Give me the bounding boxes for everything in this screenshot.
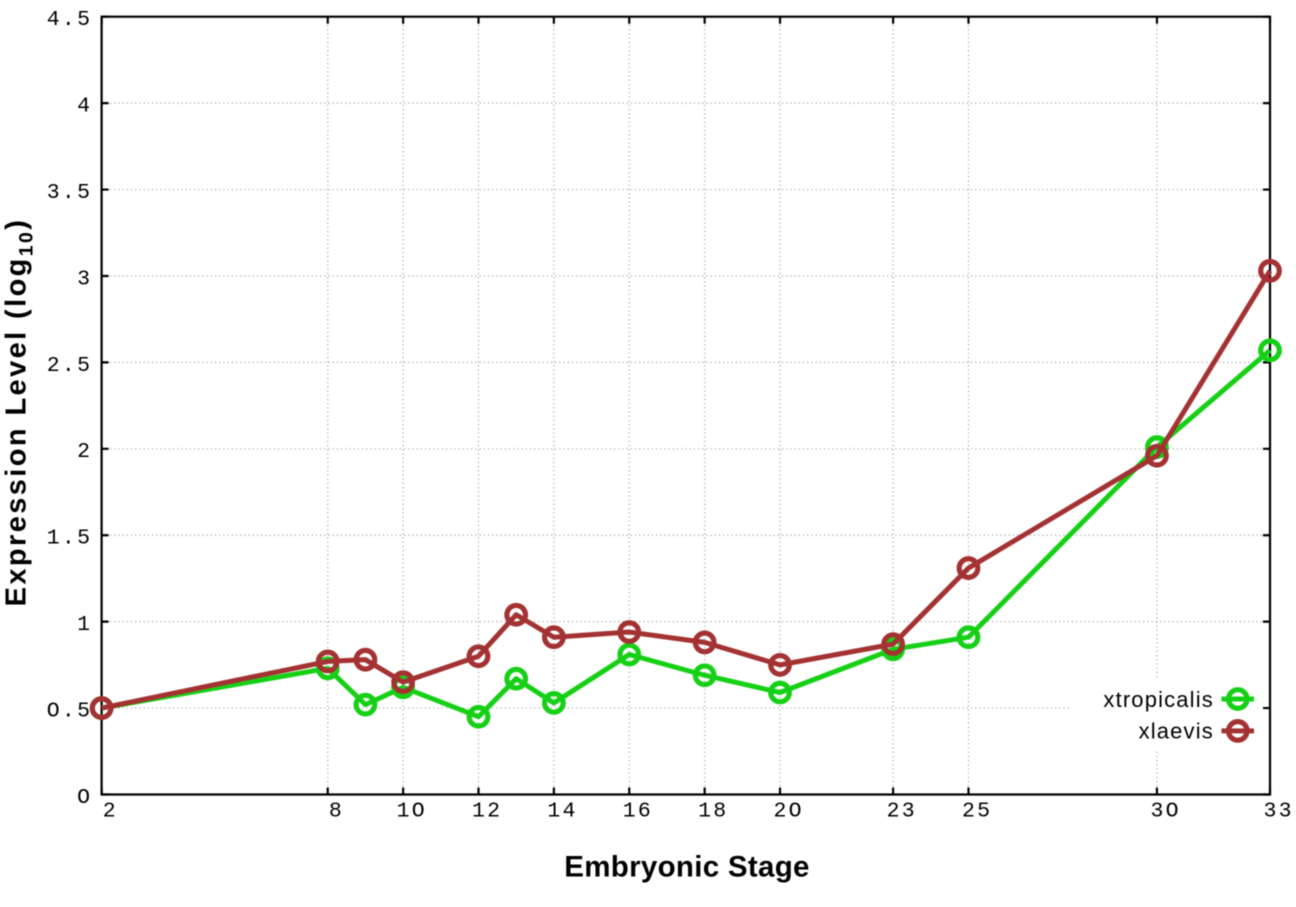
svg-text:3.5: 3.5 (47, 181, 92, 205)
svg-text:16: 16 (623, 800, 653, 824)
svg-text:33: 33 (1264, 800, 1294, 824)
svg-text:4: 4 (77, 95, 92, 119)
svg-text:2O: 2O (774, 800, 804, 824)
svg-text:3: 3 (77, 267, 92, 291)
svg-text:12: 12 (472, 800, 502, 824)
svg-text:1: 1 (77, 613, 92, 637)
svg-text:8: 8 (329, 800, 344, 824)
svg-text:25: 25 (962, 800, 992, 824)
svg-text:23: 23 (887, 800, 917, 824)
svg-text:1.5: 1.5 (47, 527, 92, 551)
svg-text:O: O (77, 786, 92, 810)
svg-text:xtropicalis: xtropicalis (1103, 687, 1213, 712)
svg-text:O.5: O.5 (47, 699, 92, 723)
svg-text:2.5: 2.5 (47, 354, 92, 378)
svg-text:4.5: 4.5 (47, 8, 92, 32)
svg-text:18: 18 (698, 800, 728, 824)
svg-text:2: 2 (103, 800, 118, 824)
svg-text:3O: 3O (1150, 800, 1180, 824)
svg-text:Expression Level (log10): Expression Level (log10) (1, 218, 38, 607)
svg-text:2: 2 (77, 440, 92, 464)
svg-text:1O: 1O (397, 800, 427, 824)
svg-text:xlaevis: xlaevis (1139, 718, 1214, 743)
svg-text:Embryonic Stage: Embryonic Stage (564, 851, 809, 884)
svg-text:14: 14 (547, 800, 577, 824)
